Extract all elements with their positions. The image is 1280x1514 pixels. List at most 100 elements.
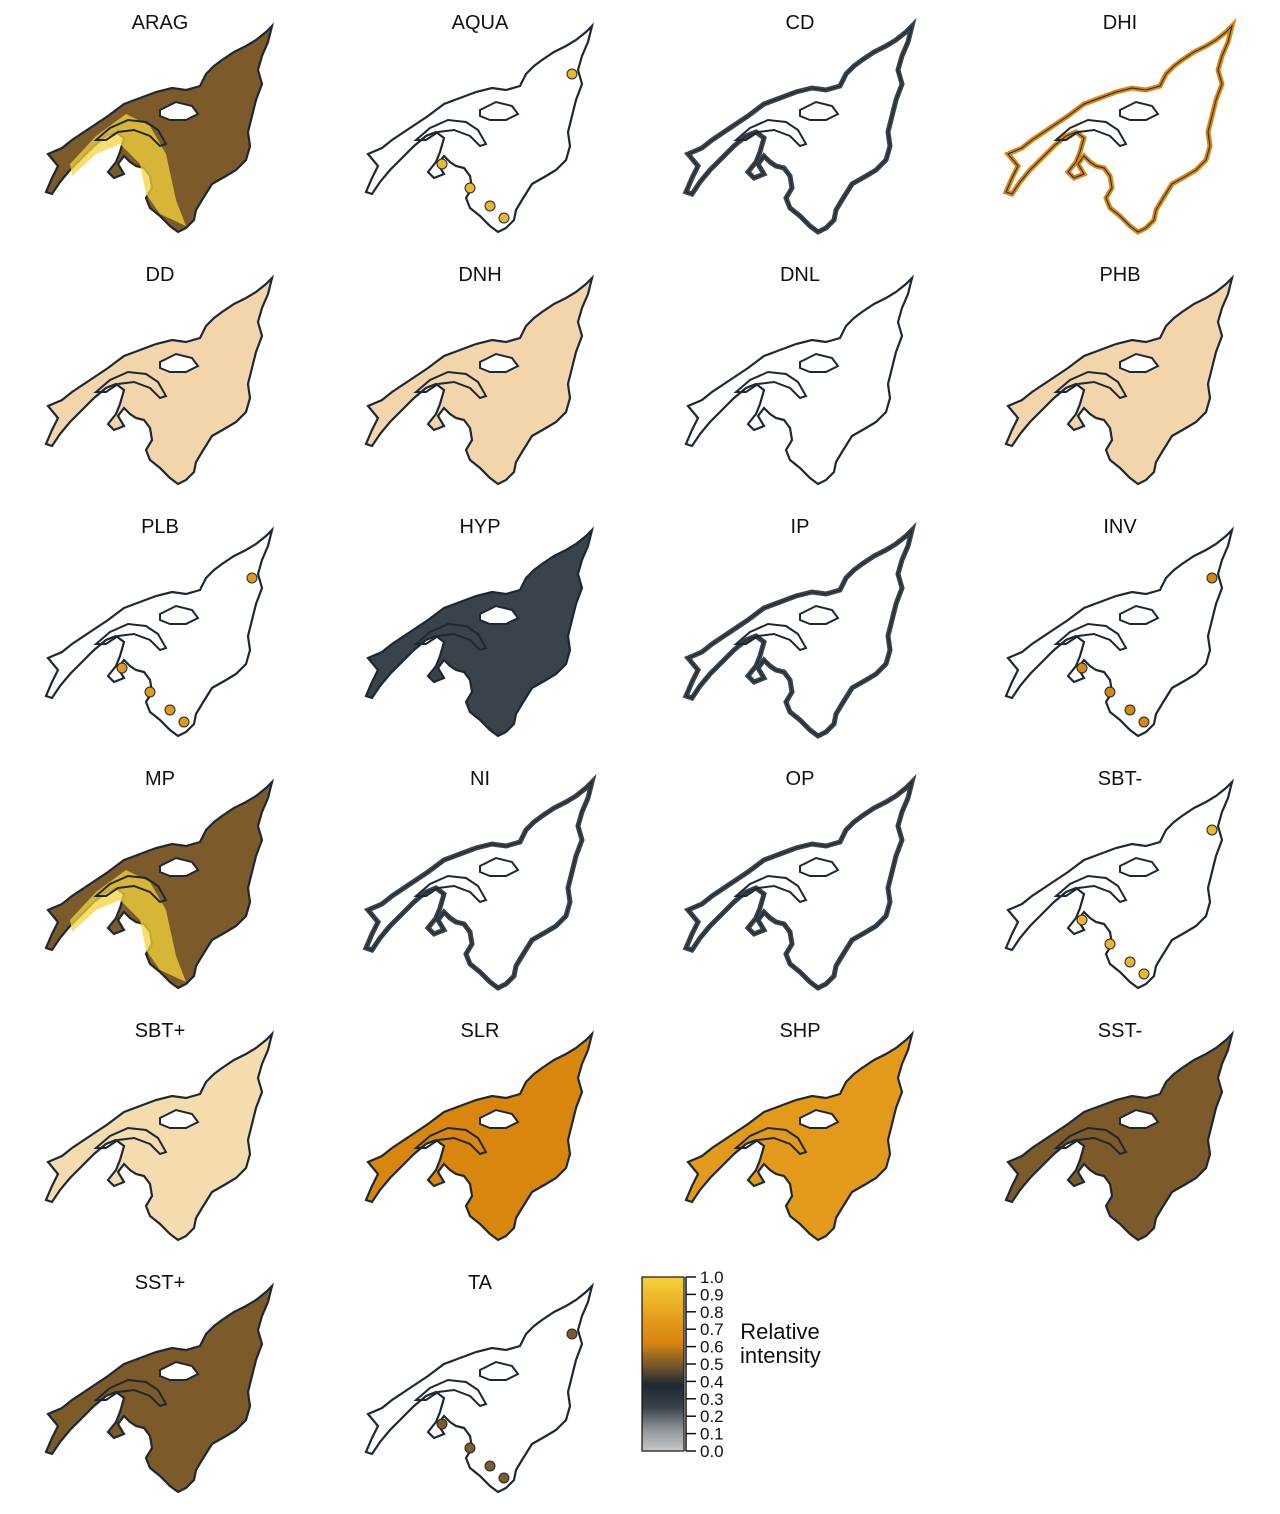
island-outline — [159, 604, 200, 625]
inner-shoreline — [1053, 1126, 1128, 1156]
legend-title-line-2: intensity — [740, 1343, 821, 1368]
region-fill — [44, 526, 275, 738]
island-outline — [159, 856, 200, 877]
map-svg — [1004, 274, 1235, 486]
region-fill — [362, 773, 597, 991]
island-outline — [1119, 856, 1160, 877]
region-fill — [1004, 274, 1235, 486]
intensity-patch — [164, 704, 176, 716]
map-panel: CD — [640, 4, 960, 254]
panel-title: PHB — [1099, 264, 1141, 286]
region-fill — [682, 773, 917, 991]
panel-title: PLB — [141, 516, 179, 538]
island-outline — [479, 604, 520, 625]
inner-shoreline — [93, 1378, 168, 1408]
panel-title: TA — [467, 1272, 493, 1294]
region-fill — [684, 1030, 915, 1242]
legend-tick-label: 0.2 — [700, 1407, 724, 1426]
region-outline — [365, 780, 593, 989]
panel-title: HYP — [459, 516, 501, 538]
intensity-patch — [464, 182, 476, 194]
legend-color-bar — [641, 1276, 685, 1452]
inner-shoreline — [733, 622, 808, 652]
intensity-patch — [566, 1328, 578, 1340]
region-fill — [364, 22, 595, 234]
inner-shoreline — [1053, 874, 1128, 904]
map-panel: SBT- — [960, 760, 1280, 1010]
intensity-patch — [1206, 572, 1218, 584]
map-panel: SBT+ — [0, 1012, 320, 1262]
panel-title: CD — [785, 12, 815, 34]
map-panel: IP — [640, 508, 960, 758]
map-panel: PLB — [0, 508, 320, 758]
map-svg — [682, 521, 917, 739]
map-panel: SHP — [640, 1012, 960, 1262]
panel-title: NI — [470, 768, 490, 790]
legend-tick-label: 0.4 — [700, 1372, 724, 1391]
panel-title: DD — [145, 264, 175, 286]
intensity-patch — [1124, 704, 1136, 716]
intensity-patch — [116, 662, 128, 674]
intensity-patch — [1076, 914, 1088, 926]
region-fill — [44, 274, 275, 486]
map-panel: DD — [0, 256, 320, 506]
legend-tick-label: 0.8 — [700, 1303, 724, 1322]
legend-tick-label: 0.7 — [700, 1320, 724, 1339]
panel-title: IP — [790, 516, 810, 538]
inner-shoreline — [1053, 622, 1128, 652]
panel-title: SHP — [779, 1020, 821, 1042]
panel-title: SST- — [1097, 1020, 1143, 1042]
intensity-patch — [498, 1472, 510, 1484]
intensity-patch — [1138, 716, 1150, 728]
map-panel: DNH — [320, 256, 640, 506]
island-outline — [479, 1108, 520, 1129]
map-panel: OP — [640, 760, 960, 1010]
panel-title: INV — [1103, 516, 1137, 538]
panel-title: MP — [145, 768, 175, 790]
map-panel: SST+ — [0, 1264, 320, 1514]
intensity-patch — [1124, 956, 1136, 968]
island-outline — [159, 352, 200, 373]
region-outline — [685, 24, 913, 233]
inner-shoreline — [413, 622, 488, 652]
region-fill — [1004, 778, 1235, 990]
panel-title: SBT- — [1097, 768, 1143, 790]
map-svg — [44, 526, 275, 738]
inner-shoreline — [1053, 370, 1128, 400]
inner-shoreline — [1053, 118, 1128, 148]
map-svg — [1004, 526, 1235, 738]
intensity-patch — [498, 212, 510, 224]
map-svg — [682, 773, 917, 991]
legend-title: Relative intensity — [740, 1319, 821, 1440]
region-fill — [682, 521, 917, 739]
region-fill — [44, 1282, 275, 1494]
intensity-patch — [464, 1442, 476, 1454]
panel-title: ARAG — [131, 12, 189, 34]
color-legend: 0.00.10.20.30.40.50.60.70.80.91.0 — [641, 1268, 724, 1461]
legend-tick-label: 0.5 — [700, 1355, 724, 1374]
map-panel: DHI — [960, 4, 1280, 254]
map-svg — [364, 22, 595, 234]
panel-title: DHI — [1102, 12, 1138, 34]
map-svg — [364, 1282, 595, 1494]
legend-title-line-1: Relative — [740, 1319, 820, 1344]
map-panel: SST- — [960, 1012, 1280, 1262]
island-outline — [479, 1360, 520, 1381]
intensity-patch — [1076, 662, 1088, 674]
map-svg — [44, 778, 275, 990]
region-fill — [364, 1282, 595, 1494]
island-outline — [479, 100, 520, 121]
map-svg — [364, 1030, 595, 1242]
panel-title: DNH — [458, 264, 502, 286]
island-outline — [1119, 604, 1160, 625]
region-fill — [682, 17, 917, 235]
island-outline — [1119, 352, 1160, 373]
intensity-patch — [1206, 824, 1218, 836]
inner-shoreline — [733, 118, 808, 148]
island-outline — [479, 856, 520, 877]
map-panel: AQUA — [320, 4, 640, 254]
island-outline — [159, 1360, 200, 1381]
intensity-patch — [484, 200, 496, 212]
inner-shoreline — [93, 370, 168, 400]
intensity-patch — [436, 158, 448, 170]
